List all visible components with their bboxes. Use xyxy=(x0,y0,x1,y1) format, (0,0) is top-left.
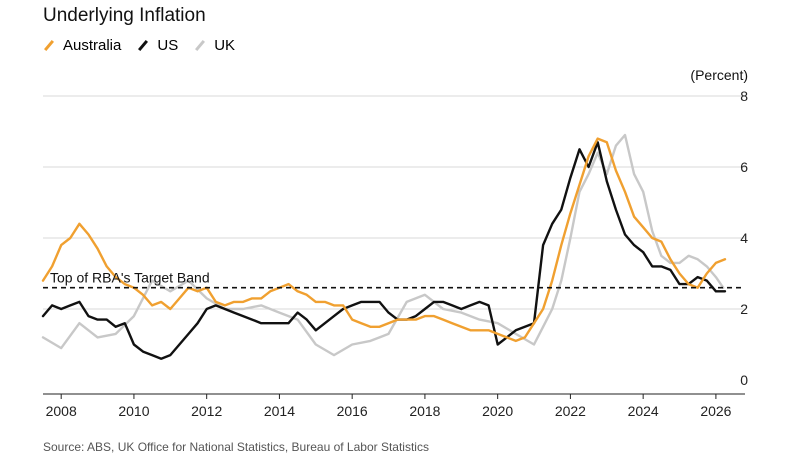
legend: Australia US UK xyxy=(43,37,235,54)
y-tick-label-4: 4 xyxy=(740,230,748,246)
x-tick-label-2008: 2008 xyxy=(46,403,77,419)
x-tick-label-2024: 2024 xyxy=(628,403,659,419)
x-tick-label-2022: 2022 xyxy=(555,403,586,419)
x-tick-label-2020: 2020 xyxy=(482,403,513,419)
y-tick-label-0: 0 xyxy=(740,372,748,388)
x-tick-label-2018: 2018 xyxy=(409,403,440,419)
x-tick-label-2016: 2016 xyxy=(337,403,368,419)
legend-label-australia: Australia xyxy=(63,37,122,54)
x-tick-label-2026: 2026 xyxy=(700,403,731,419)
legend-label-uk: UK xyxy=(214,37,236,54)
legend-item-uk: UK xyxy=(194,37,235,54)
legend-label-us: US xyxy=(157,37,179,54)
reference-line-label: Top of RBA's Target Band xyxy=(50,270,210,286)
series-line-us xyxy=(41,140,727,360)
x-tick-label-2014: 2014 xyxy=(264,403,295,419)
y-axis-unit-label: (Percent) xyxy=(690,67,748,83)
chart-title: Underlying Inflation xyxy=(43,5,206,26)
y-tick-label-2: 2 xyxy=(740,301,748,317)
x-tick-label-2010: 2010 xyxy=(118,403,149,419)
source-note: Source: ABS, UK Office for National Stat… xyxy=(43,440,429,454)
legend-item-us: US xyxy=(137,37,178,54)
y-tick-label-6: 6 xyxy=(740,159,748,175)
legend-item-australia: Australia xyxy=(43,37,121,54)
y-tick-label-8: 8 xyxy=(740,88,748,104)
x-tick-label-2012: 2012 xyxy=(191,403,222,419)
series-line-australia xyxy=(41,137,727,343)
series-line-uk xyxy=(41,133,725,357)
